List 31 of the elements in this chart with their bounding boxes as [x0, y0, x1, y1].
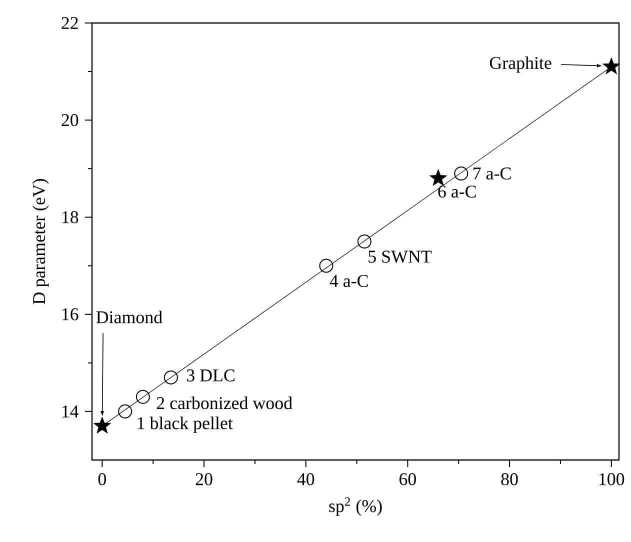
point — [118, 404, 132, 418]
annotation: 1 black pellet — [138, 416, 233, 433]
x-tick-label: 100 — [600, 473, 624, 486]
point — [429, 169, 448, 186]
y-tick-label: 20 — [62, 114, 78, 126]
point — [357, 234, 372, 248]
y-tick-label: 16 — [62, 308, 78, 320]
annotation: 6 a-C — [438, 186, 476, 198]
y-axis-title: D parameter (eV) — [32, 179, 49, 304]
annotation: 5 SWNT — [368, 250, 432, 263]
x-tick-label: 80 — [501, 473, 518, 486]
annotation: Graphite — [490, 56, 552, 73]
point — [602, 57, 620, 74]
y-tick-label: 18 — [62, 211, 78, 224]
point — [454, 166, 468, 181]
x-tick-label: 40 — [297, 473, 314, 486]
point — [164, 370, 178, 384]
annotation: 3 DLC — [186, 369, 234, 382]
annotation: 7 a-C — [474, 167, 511, 180]
annotation: Diamond — [96, 310, 162, 324]
annotation: 2 carbonized wood — [156, 396, 292, 410]
x-axis-title: sp$^{2}$ (%) — [329, 497, 382, 516]
x-tick-label: 0 — [98, 473, 106, 486]
x-tick-label: 60 — [400, 473, 416, 486]
y-tick-label: 14 — [62, 406, 79, 418]
annotation: 4 a-C — [330, 274, 368, 288]
point — [136, 390, 150, 404]
point — [93, 416, 111, 434]
point — [319, 258, 334, 273]
x-tick-label: 20 — [196, 473, 212, 486]
y-tick-label: 22 — [62, 17, 78, 29]
